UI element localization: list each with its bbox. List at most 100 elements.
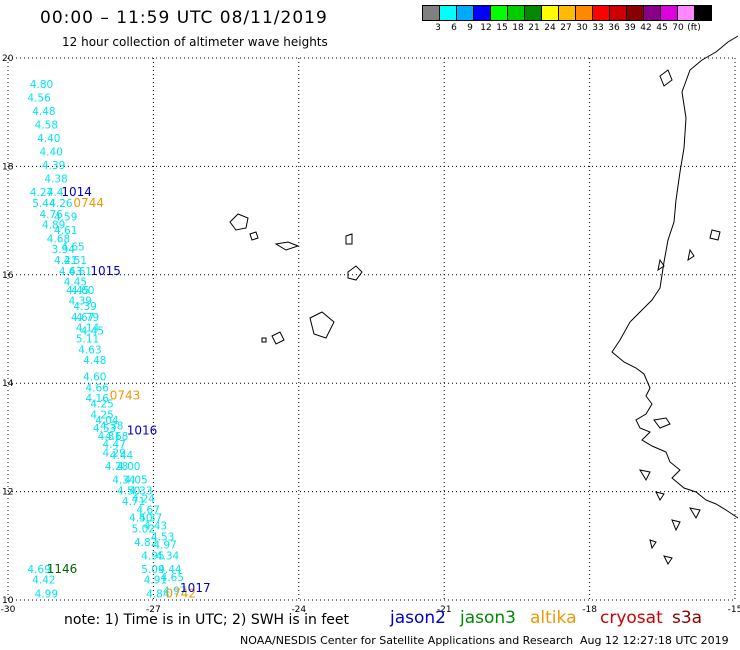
- wave-height-value: 4.29: [103, 447, 126, 459]
- lat-label: 12: [2, 488, 13, 498]
- lat-label: 14: [2, 379, 14, 389]
- wave-height-value: 4.51: [64, 255, 87, 267]
- pass-time-label: 1016: [127, 424, 158, 438]
- wave-height-value: 4.43: [144, 521, 167, 533]
- legend-label: 45: [656, 23, 668, 33]
- wave-height-value: 5.02: [132, 523, 155, 535]
- island-fogo: [271, 331, 285, 345]
- wave-height-labels: 4.804.564.484.584.404.404.394.384.274.45…: [27, 79, 186, 600]
- wave-height-value: 4.27: [30, 187, 53, 199]
- wave-height-value: 4.04: [95, 415, 119, 427]
- wave-height-value: 4.50: [129, 512, 152, 524]
- wave-height-value: 4.65: [61, 241, 84, 253]
- map-grid: -30 -27 -24 -21 -18 -15 20 18 16 14 12 10: [1, 54, 740, 615]
- wave-height-value: 4.16: [86, 393, 110, 405]
- lon-label: -24: [291, 605, 306, 615]
- pass-time-label: 1015: [90, 264, 121, 278]
- satellite-altika: altika: [530, 608, 577, 628]
- chart-title: 00:00 – 11:59 UTC 08/11/2019: [40, 8, 328, 28]
- coast-detail-6: [655, 491, 665, 501]
- wave-height-value: 4.56: [27, 92, 51, 104]
- coast-detail-8: [688, 507, 701, 520]
- units-note: note: 1) Time is in UTC; 2) SWH is in fe…: [64, 612, 350, 628]
- wave-height-value: 4.60: [71, 285, 94, 297]
- wave-height-value: 5.09: [141, 564, 164, 576]
- wave-height-value: 4.89: [42, 220, 65, 232]
- legend-label: 9: [467, 23, 473, 33]
- pass-time-label: 1017: [180, 581, 211, 595]
- coast-island-north: [659, 69, 673, 87]
- wave-height-value: 4.48: [83, 355, 106, 367]
- wave-height-value: 4.95: [141, 550, 164, 562]
- coast-detail-10: [663, 555, 673, 565]
- wave-height-value: 4.50: [117, 485, 140, 497]
- wave-height-value: 4.53: [93, 423, 116, 435]
- wave-height-value: 4.28: [105, 461, 128, 473]
- wave-height-value: 4.79: [76, 312, 99, 324]
- satellite-jason3: jason3: [460, 608, 516, 628]
- lon-label: -18: [582, 605, 597, 615]
- coast-detail-1: [687, 248, 695, 262]
- wave-height-value: 4.68: [47, 233, 70, 245]
- legend-swatch: [694, 5, 712, 21]
- satellite-s3a: s3a: [672, 608, 703, 628]
- coast-detail-4: [653, 417, 671, 429]
- island-santiago: [309, 311, 335, 339]
- chart-subtitle: 12 hour collection of altimeter wave hei…: [62, 35, 328, 49]
- coast-detail-2: [657, 258, 665, 272]
- wave-height-value: 4.91: [144, 575, 167, 587]
- wave-height-value: 4.33: [129, 485, 152, 497]
- satellite-cryosat: cryosat: [600, 608, 663, 628]
- coastline: [229, 35, 739, 565]
- island-brava: [261, 337, 267, 343]
- legend-label: 39: [624, 23, 636, 33]
- africa-coastline: [611, 35, 739, 519]
- wave-height-value: 4.21: [54, 255, 77, 267]
- wave-height-value: 4.45: [81, 325, 104, 337]
- wave-height-value: 4.24: [132, 493, 156, 505]
- wave-height-value: 4.63: [59, 266, 82, 278]
- legend-label: 30: [576, 23, 588, 33]
- wave-height-value: 4.71: [122, 496, 145, 508]
- wave-height-value: 4.44: [110, 450, 134, 462]
- wave-height-value: 5.11: [76, 334, 99, 346]
- wave-height-value: 4.44: [158, 564, 182, 576]
- legend-label: 3: [435, 23, 441, 33]
- legend-label: 27: [560, 23, 572, 33]
- wave-height-value: 4.48: [32, 106, 55, 118]
- wave-height-value: 4.25: [90, 399, 113, 411]
- wave-height-value: 4.80: [30, 79, 53, 91]
- wave-height-value: 4.40: [40, 147, 63, 159]
- wave-height-value: 4.61: [69, 266, 92, 278]
- wave-height-value: 4.60: [83, 371, 106, 383]
- lat-label: 10: [2, 596, 14, 606]
- pass-time-label: 0744: [73, 196, 104, 210]
- wave-height-value: 5.44: [32, 198, 56, 210]
- legend-label: 36: [608, 23, 620, 33]
- island-boa-vista: [347, 265, 363, 281]
- credit-text: NOAA/NESDIS Center for Satellite Applica…: [240, 634, 574, 647]
- wave-height-value: 4.67: [136, 504, 159, 516]
- wave-height-value: 4.39: [73, 301, 96, 313]
- lon-label: -15: [728, 605, 740, 615]
- wave-height-value: 4.53: [151, 531, 174, 543]
- wave-height-value: 4.66: [86, 382, 110, 394]
- island-sao-vicente: [249, 231, 259, 241]
- wave-height-value: 4.82: [134, 537, 157, 549]
- legend-label: 42: [640, 23, 652, 33]
- wave-height-value: 4.4: [47, 187, 64, 199]
- wave-height-value: 4.47: [103, 439, 126, 451]
- legend-label: (ft): [687, 23, 701, 33]
- coast-detail-5: [638, 469, 651, 482]
- legend-label: 24: [544, 23, 556, 33]
- wave-height-value: 4.26: [49, 198, 73, 210]
- wave-height-value: 4.34: [156, 550, 180, 562]
- wave-height-value: 4.97: [163, 586, 186, 598]
- wave-height-value: 4.45: [64, 277, 87, 289]
- legend-label: 21: [528, 23, 540, 33]
- satellite-jason2: jason2: [390, 608, 446, 628]
- coast-detail-7: [671, 519, 681, 532]
- wave-height-value: 4.40: [37, 133, 60, 145]
- pass-time-label: 0743: [110, 388, 141, 402]
